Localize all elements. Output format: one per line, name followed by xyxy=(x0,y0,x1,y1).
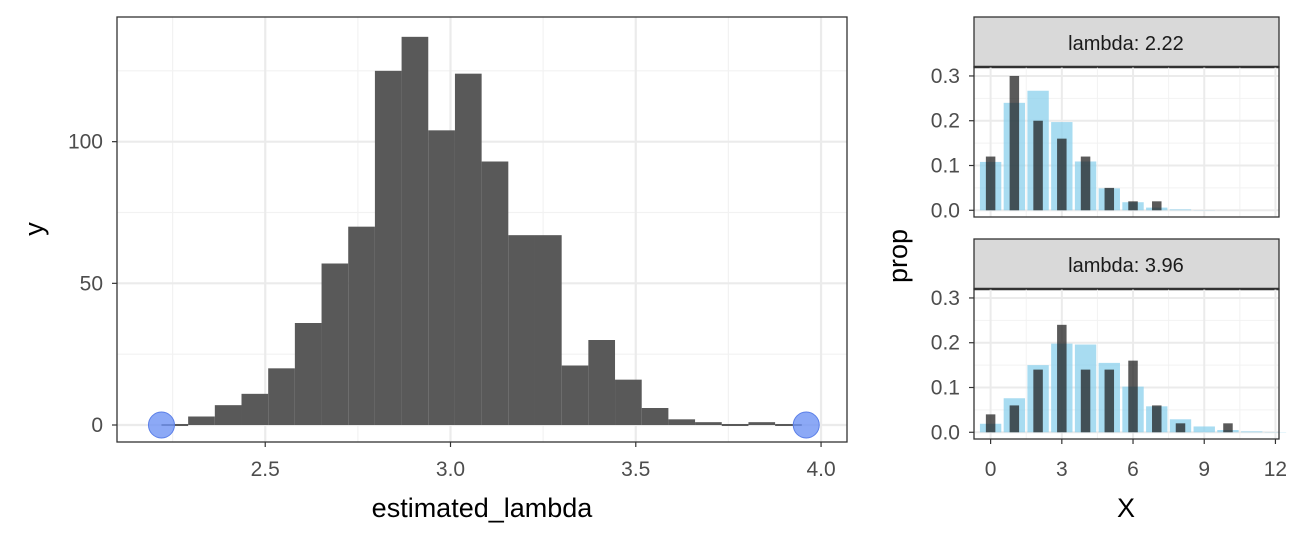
facet-y-tick-label: 0.2 xyxy=(931,332,960,355)
observed-proportion-bar xyxy=(1152,201,1162,211)
theoretical-probability-bar xyxy=(1169,209,1192,211)
histogram-bar xyxy=(214,405,242,425)
histogram-bars xyxy=(161,36,802,426)
observed-proportion-bar xyxy=(1009,405,1020,433)
observed-proportion-bar xyxy=(1057,138,1067,211)
histogram-bar xyxy=(401,36,429,425)
histogram-bar xyxy=(188,416,215,425)
histogram-bar xyxy=(695,422,722,425)
x-tick-label: 2.5 xyxy=(251,458,280,481)
facet-y-tick-label: 0.1 xyxy=(931,155,960,178)
facet-y-ticks: 0.0 0.1 0.2 0.3 xyxy=(931,287,974,444)
histogram-x-ticks: 2.5 3.0 3.5 4.0 xyxy=(251,442,836,481)
histogram-bar xyxy=(321,263,349,425)
histogram-y-ticks: 0 50 100 xyxy=(68,131,117,437)
estimated-lambda-marker xyxy=(792,411,820,439)
estimated-lambda-marker xyxy=(147,411,175,439)
histogram-bar xyxy=(588,340,616,425)
facet-strip-background xyxy=(973,238,1280,290)
facet-panel-lambda-3-96: lambda: 3.96 0.0 0.1 0.2 0.3 xyxy=(931,238,1287,444)
observed-proportion-bar xyxy=(1104,187,1115,211)
histogram-bar xyxy=(294,323,322,425)
facet-x-tick-label: 0 xyxy=(985,458,997,481)
observed-proportion-bar xyxy=(1033,369,1043,433)
observed-proportion-bar xyxy=(1128,360,1138,433)
facet-y-ticks: 0.0 0.1 0.2 0.3 xyxy=(931,65,974,222)
observed-proportion-bar xyxy=(1128,201,1138,211)
histogram-bar xyxy=(454,73,482,426)
facet-panel-border xyxy=(973,66,1280,218)
observed-proportion-bar xyxy=(1104,369,1115,433)
facet-x-tick-label: 3 xyxy=(1056,458,1068,481)
histogram-bar xyxy=(241,393,269,425)
facet-x-axis-title: X xyxy=(1117,493,1135,523)
facet-bars xyxy=(979,75,1239,211)
facet-y-tick-label: 0.3 xyxy=(931,287,960,310)
x-tick-label: 3.5 xyxy=(621,458,650,481)
theoretical-probability-bar xyxy=(1241,431,1263,433)
facet-panel-border xyxy=(973,288,1280,440)
facet-y-axis-title: prop xyxy=(883,229,913,283)
histogram-bar xyxy=(428,130,455,426)
facet-strip-label: lambda: 2.22 xyxy=(1068,33,1184,55)
observed-proportion-bar xyxy=(985,156,996,211)
histogram-bar xyxy=(668,419,696,425)
histogram-bar xyxy=(561,365,589,425)
histogram-panel-border xyxy=(116,16,848,443)
facet-panel-lambda-2-22: lambda: 2.22 0.0 0.1 0.2 0.3 xyxy=(931,16,1280,222)
y-tick-label: 100 xyxy=(68,131,103,154)
facet-y-tick-label: 0.1 xyxy=(931,377,960,400)
observed-proportion-bar xyxy=(1175,423,1186,433)
facet-y-tick-label: 0.2 xyxy=(931,110,960,133)
x-tick-label: 4.0 xyxy=(806,458,835,481)
x-tick-label: 3.0 xyxy=(436,458,465,481)
histogram-bar xyxy=(348,226,375,425)
facet-x-tick-label: 9 xyxy=(1198,458,1210,481)
facet-bars xyxy=(979,324,1287,433)
facet-strip-label: lambda: 3.96 xyxy=(1068,255,1184,277)
facet-x-ticks: 0 3 6 9 12 xyxy=(985,439,1287,481)
observed-proportion-bar xyxy=(1009,75,1020,211)
histogram-bar xyxy=(534,235,562,425)
histogram-bar xyxy=(374,70,402,425)
theoretical-probability-bar xyxy=(1193,426,1215,433)
y-tick-label: 0 xyxy=(91,414,103,437)
facet-x-tick-label: 12 xyxy=(1264,458,1287,481)
observed-proportion-bar xyxy=(985,414,996,433)
observed-proportion-bar xyxy=(1080,156,1091,211)
observed-proportion-bar xyxy=(1152,405,1162,433)
histogram-bar xyxy=(481,161,509,425)
histogram-bar xyxy=(268,368,295,425)
histogram-bar xyxy=(615,379,642,425)
facet-x-tick-label: 6 xyxy=(1127,458,1139,481)
facet-y-tick-label: 0.0 xyxy=(931,421,960,444)
histogram-bar xyxy=(641,408,669,425)
observed-proportion-bar xyxy=(1057,324,1067,433)
histogram-bar xyxy=(508,235,535,425)
observed-proportion-bar xyxy=(1033,120,1043,211)
histogram-bar xyxy=(748,422,776,425)
histogram-highlight-points xyxy=(147,411,820,439)
histogram-y-axis-title: y xyxy=(19,222,49,236)
facet-strip-background xyxy=(973,16,1280,68)
facet-panels: lambda: 2.22 0.0 0.1 0.2 0.3 lambda: 3.96 0… xyxy=(883,16,1287,523)
histogram-panel: 2.5 3.0 3.5 4.0 0 50 100 estimated_lambda y xyxy=(19,16,848,523)
observed-proportion-bar xyxy=(1223,423,1233,433)
y-tick-label: 50 xyxy=(80,272,103,295)
facet-y-tick-label: 0.3 xyxy=(931,65,960,88)
facet-y-tick-label: 0.0 xyxy=(931,199,960,222)
observed-proportion-bar xyxy=(1080,369,1091,433)
histogram-x-axis-title: estimated_lambda xyxy=(372,493,594,523)
